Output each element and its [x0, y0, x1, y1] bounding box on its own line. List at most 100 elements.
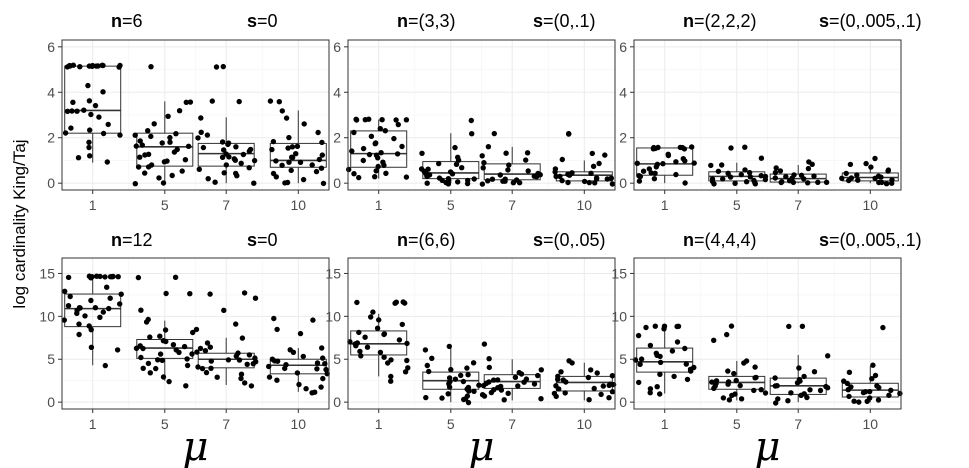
- data-point: [719, 162, 725, 168]
- y-tick-label: 6: [333, 39, 341, 55]
- data-point: [488, 389, 495, 396]
- panel-title-n: n=(3,3): [397, 11, 456, 31]
- data-point: [609, 181, 616, 187]
- data-point: [671, 373, 677, 380]
- data-point: [289, 144, 296, 150]
- data-point: [720, 395, 727, 401]
- data-point: [248, 383, 255, 389]
- data-point: [82, 313, 88, 319]
- data-point: [357, 348, 363, 355]
- data-point: [747, 174, 753, 180]
- data-point: [148, 63, 154, 70]
- data-point: [181, 343, 188, 350]
- data-point: [778, 179, 784, 186]
- data-point: [163, 290, 169, 297]
- data-point: [246, 165, 252, 171]
- data-point: [591, 385, 597, 392]
- data-point: [372, 174, 378, 180]
- data-point: [773, 165, 779, 171]
- data-point: [489, 176, 496, 182]
- data-point: [566, 172, 573, 178]
- panel-title-s-symbol: s: [819, 11, 829, 31]
- data-point: [798, 392, 804, 398]
- data-point: [725, 170, 731, 176]
- data-point: [448, 366, 454, 373]
- data-point: [283, 115, 290, 121]
- panel-border: [633, 257, 902, 410]
- data-point: [606, 382, 612, 389]
- data-point: [458, 372, 464, 379]
- data-point: [405, 365, 411, 371]
- data-point: [204, 340, 211, 346]
- y-tick-label: 0: [333, 394, 341, 410]
- data-point: [502, 178, 508, 184]
- data-point: [303, 386, 309, 392]
- data-point: [647, 390, 653, 396]
- data-point: [156, 175, 162, 181]
- data-point: [452, 144, 458, 151]
- data-point: [232, 157, 238, 163]
- data-point: [681, 146, 688, 152]
- data-point: [646, 166, 652, 172]
- data-point: [233, 321, 239, 327]
- data-point: [558, 369, 564, 375]
- data-point: [67, 293, 73, 300]
- data-point: [356, 174, 362, 181]
- data-point: [600, 383, 606, 389]
- data-point: [145, 128, 151, 134]
- data-point: [491, 130, 497, 137]
- data-point: [132, 132, 138, 138]
- data-point: [100, 309, 107, 315]
- data-point: [381, 331, 387, 338]
- data-point: [688, 368, 694, 374]
- data-point: [824, 385, 831, 391]
- data-point: [319, 152, 325, 158]
- data-point: [585, 374, 592, 381]
- data-point: [429, 355, 435, 361]
- data-point: [758, 387, 764, 393]
- data-point: [100, 62, 106, 69]
- data-point: [596, 160, 602, 167]
- data-point: [205, 176, 211, 182]
- data-point: [250, 361, 256, 367]
- data-point: [381, 162, 387, 168]
- data-point: [640, 168, 647, 174]
- data-point: [102, 362, 109, 369]
- x-tick-label: 10: [577, 197, 593, 213]
- data-point: [635, 332, 642, 339]
- y-tick-label: 15: [39, 265, 55, 281]
- panel-title-n-symbol: n: [397, 230, 408, 250]
- data-point: [85, 82, 91, 89]
- data-point: [76, 321, 82, 327]
- data-point: [362, 334, 368, 340]
- data-point: [282, 365, 288, 372]
- panel-1: 0 2 4 6 1 5 7 10 n=6 s=0: [47, 11, 330, 213]
- data-point: [516, 180, 523, 186]
- data-point: [69, 108, 75, 114]
- data-point: [285, 145, 291, 151]
- data-point: [515, 383, 521, 389]
- panel-title-s-value: =0: [257, 11, 278, 31]
- data-point: [867, 388, 873, 395]
- data-point: [608, 175, 614, 181]
- data-point: [423, 394, 429, 401]
- data-point: [86, 98, 93, 104]
- data-point: [682, 158, 688, 164]
- data-point: [187, 291, 193, 297]
- data-point: [202, 348, 209, 354]
- panel-border: [347, 39, 616, 191]
- data-point: [446, 384, 453, 390]
- data-point: [323, 366, 329, 373]
- y-tick-label: 0: [333, 175, 341, 191]
- data-point: [743, 179, 750, 185]
- data-point: [117, 132, 123, 138]
- data-point: [825, 353, 831, 359]
- data-point: [296, 381, 302, 388]
- data-point: [505, 167, 511, 173]
- data-point: [225, 357, 232, 363]
- panel-title-n: n=(4,4,4): [683, 230, 757, 250]
- data-point: [368, 133, 375, 139]
- data-point: [274, 326, 280, 333]
- panel-title-n: n=6: [111, 11, 143, 31]
